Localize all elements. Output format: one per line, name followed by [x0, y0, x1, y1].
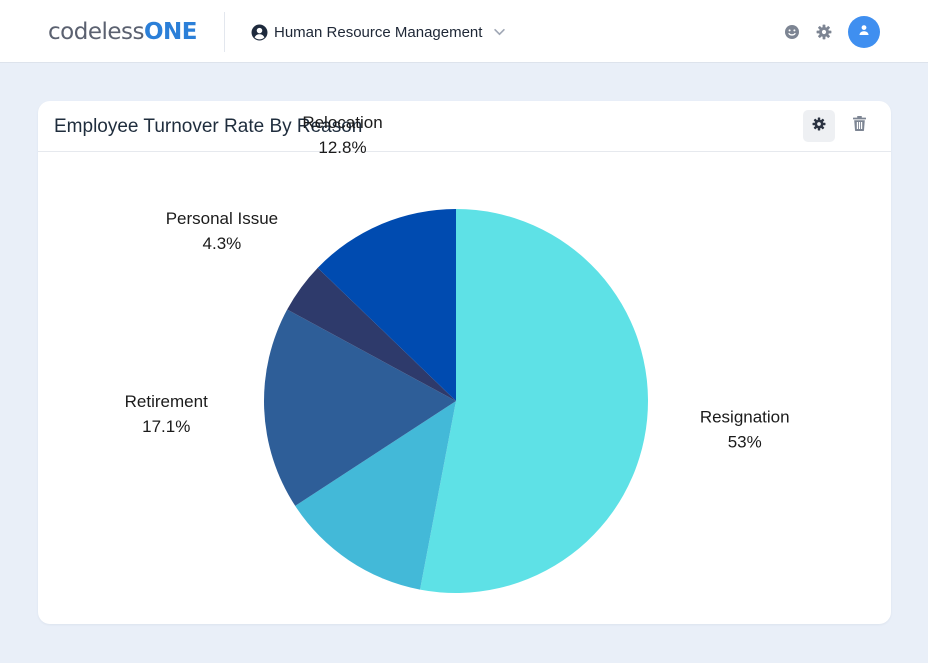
smile-icon: [784, 25, 800, 44]
pie-chart: Resignation 53% Termination 12.8% Retirement…: [125, 113, 790, 624]
slice-label-personal-issue: Personal Issue: [166, 209, 278, 228]
app-switcher[interactable]: Human Resource Management: [251, 20, 506, 44]
pie-slice-relocation[interactable]: [317, 209, 456, 401]
user-icon: [858, 23, 870, 41]
settings-button[interactable]: [816, 24, 832, 45]
help-button[interactable]: [784, 24, 800, 45]
card-settings-button[interactable]: [803, 110, 835, 142]
profile-avatar[interactable]: [848, 16, 880, 48]
card-title: Employee Turnover Rate By Reason: [54, 116, 363, 137]
slice-value-personal-issue: 4.3%: [203, 234, 242, 253]
slice-label-relocation: Relocation: [302, 113, 382, 132]
slice-label-termination: Termination: [251, 621, 339, 624]
pie-slice-termination[interactable]: [295, 401, 456, 590]
slice-value-retirement: 17.1%: [142, 417, 190, 436]
pie-slice-retirement[interactable]: [264, 309, 456, 506]
chevron-down-icon: [494, 28, 506, 36]
gear-icon: [816, 24, 832, 44]
delete-button[interactable]: [843, 110, 875, 142]
slice-label-retirement: Retirement: [125, 392, 208, 411]
slice-value-resignation: 53%: [728, 432, 762, 451]
gear-icon: [812, 117, 826, 136]
chart-card: Employee Turnover Rate By Reason: [38, 101, 891, 624]
logo-text-codeless: codeless: [48, 19, 144, 45]
slice-value-relocation: 12.8%: [318, 138, 366, 157]
pie-slice-resignation[interactable]: [420, 209, 648, 593]
user-circle-icon: [251, 24, 268, 41]
trash-icon: [852, 116, 866, 136]
header-divider: [224, 12, 225, 52]
logo[interactable]: codelessONE: [48, 18, 198, 46]
top-bar: codelessONE Human Resource Management: [0, 0, 928, 63]
pie-slice-personal-issue[interactable]: [287, 267, 456, 401]
card-header: Employee Turnover Rate By Reason: [38, 101, 891, 152]
app-name: Human Resource Management: [274, 23, 483, 41]
logo-text-one: ONE: [143, 19, 198, 45]
slice-label-resignation: Resignation: [700, 407, 790, 426]
